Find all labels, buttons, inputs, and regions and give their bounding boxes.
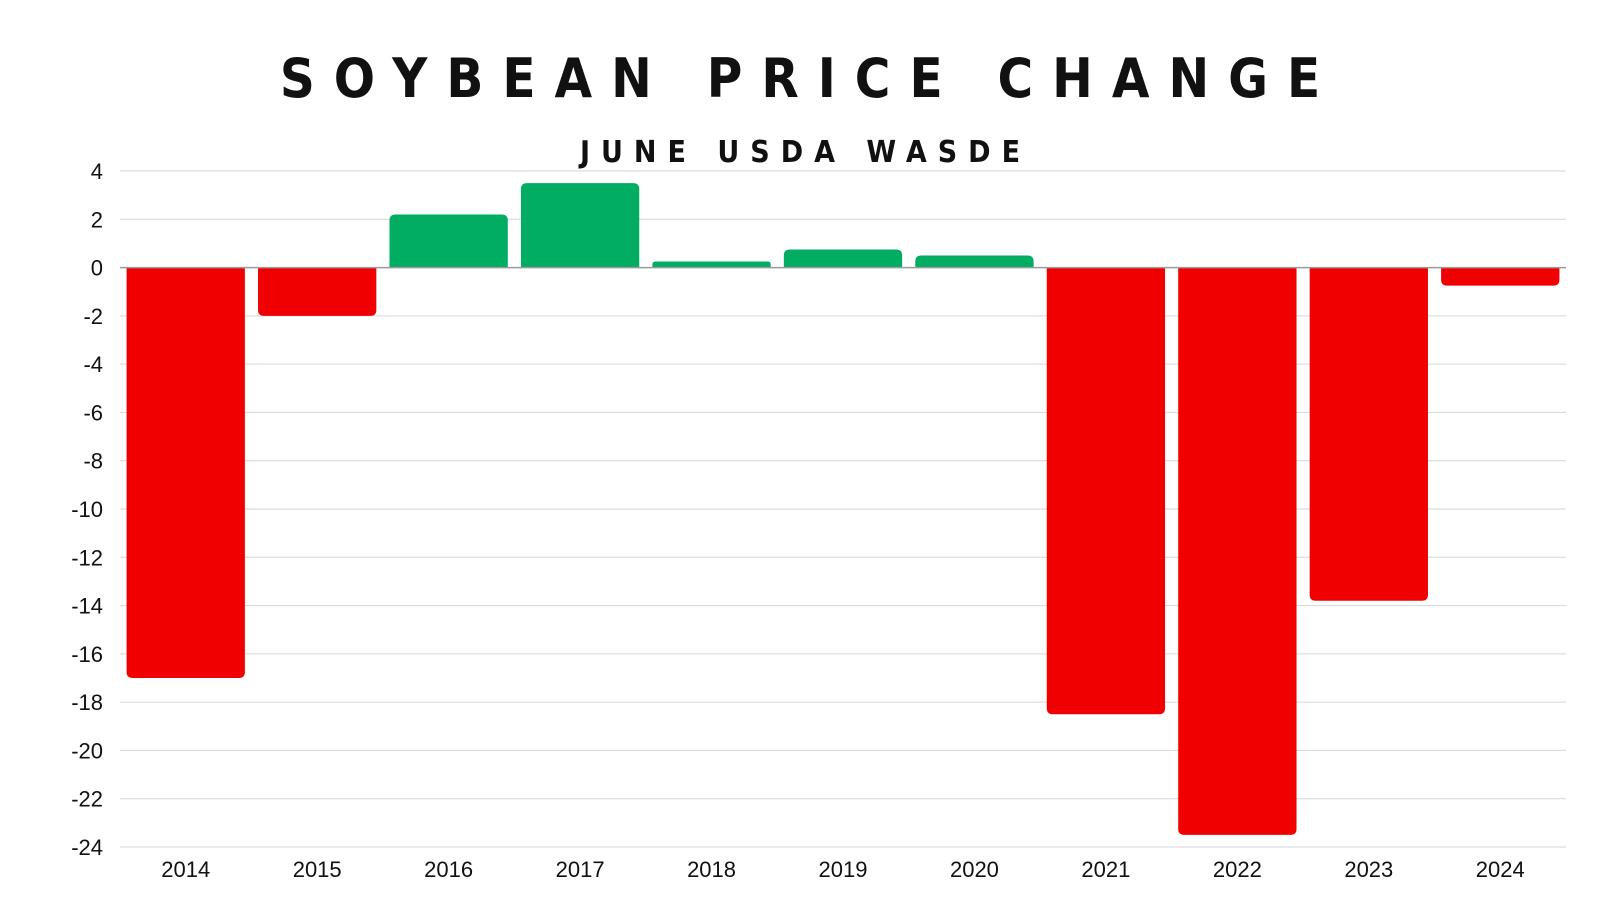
y-tick-label: -10	[71, 497, 103, 522]
y-tick-label: -4	[83, 352, 103, 377]
bar-2017	[520, 183, 640, 268]
y-tick-label: -6	[83, 400, 103, 425]
chart-subtitle: JUNE USDA WASDE	[579, 135, 1032, 170]
x-axis-tick-labels: 2014 2015 2016 2017 2018 2019 2020 2021 2022 2023…	[161, 857, 1524, 882]
bar-2016	[389, 214, 508, 268]
x-tick-label: 2016	[424, 857, 473, 882]
y-tick-label: -20	[71, 738, 103, 763]
x-tick-label: 2018	[687, 857, 736, 882]
bar-2018	[652, 261, 771, 268]
y-tick-label: 0	[91, 256, 103, 281]
y-tick-label: -2	[83, 304, 103, 329]
bar-2022	[1178, 267, 1297, 835]
bar-2024	[1441, 267, 1560, 286]
x-tick-label: 2023	[1344, 857, 1393, 882]
y-tick-label: -22	[71, 787, 103, 812]
bar-2019	[783, 249, 903, 268]
x-tick-label: 2020	[950, 857, 999, 882]
y-tick-label: -16	[71, 642, 103, 667]
y-tick-label: -14	[71, 594, 103, 619]
x-tick-label: 2019	[819, 857, 868, 882]
bar-2020	[915, 255, 1034, 268]
x-tick-label: 2014	[161, 857, 210, 882]
bar-2021	[1046, 267, 1166, 715]
bar-2015	[258, 267, 377, 316]
x-tick-label: 2017	[556, 857, 605, 882]
x-tick-label: 2022	[1213, 857, 1262, 882]
x-tick-label: 2021	[1081, 857, 1130, 882]
y-axis-tick-labels: 4 2 0 -2 -4 -6 -8 -10 -12 -14 -16 -18 -20 -22 -24	[71, 159, 103, 860]
bars	[126, 183, 1560, 835]
y-tick-label: 4	[91, 159, 103, 184]
chart-title: SOYBEAN PRICE CHANGE	[279, 47, 1340, 110]
x-tick-label: 2015	[293, 857, 342, 882]
x-tick-label: 2024	[1476, 857, 1525, 882]
bar-2014	[126, 267, 245, 678]
y-tick-label: -24	[71, 835, 103, 860]
y-tick-label: -12	[71, 545, 103, 570]
y-tick-label: 2	[91, 207, 103, 232]
y-tick-label: -18	[71, 690, 103, 715]
bar-2023	[1309, 267, 1428, 601]
y-tick-label: -8	[83, 449, 103, 474]
